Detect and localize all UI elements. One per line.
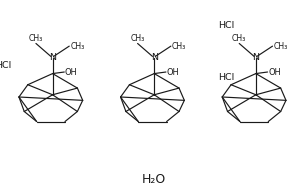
Text: HCl: HCl	[0, 61, 11, 70]
Text: CH₃: CH₃	[131, 34, 145, 43]
Text: HCl: HCl	[218, 21, 234, 30]
Text: CH₃: CH₃	[70, 42, 84, 51]
Text: CH₃: CH₃	[232, 34, 246, 43]
Text: H₂O: H₂O	[142, 173, 166, 186]
Text: OH: OH	[65, 68, 78, 76]
Text: N: N	[151, 54, 158, 62]
Text: CH₃: CH₃	[274, 42, 288, 51]
Text: CH₃: CH₃	[172, 42, 186, 51]
Text: HCl: HCl	[218, 73, 234, 82]
Text: OH: OH	[167, 68, 179, 76]
Text: OH: OH	[268, 68, 281, 76]
Text: N: N	[252, 54, 259, 62]
Text: N: N	[49, 54, 56, 62]
Text: CH₃: CH₃	[29, 34, 43, 43]
